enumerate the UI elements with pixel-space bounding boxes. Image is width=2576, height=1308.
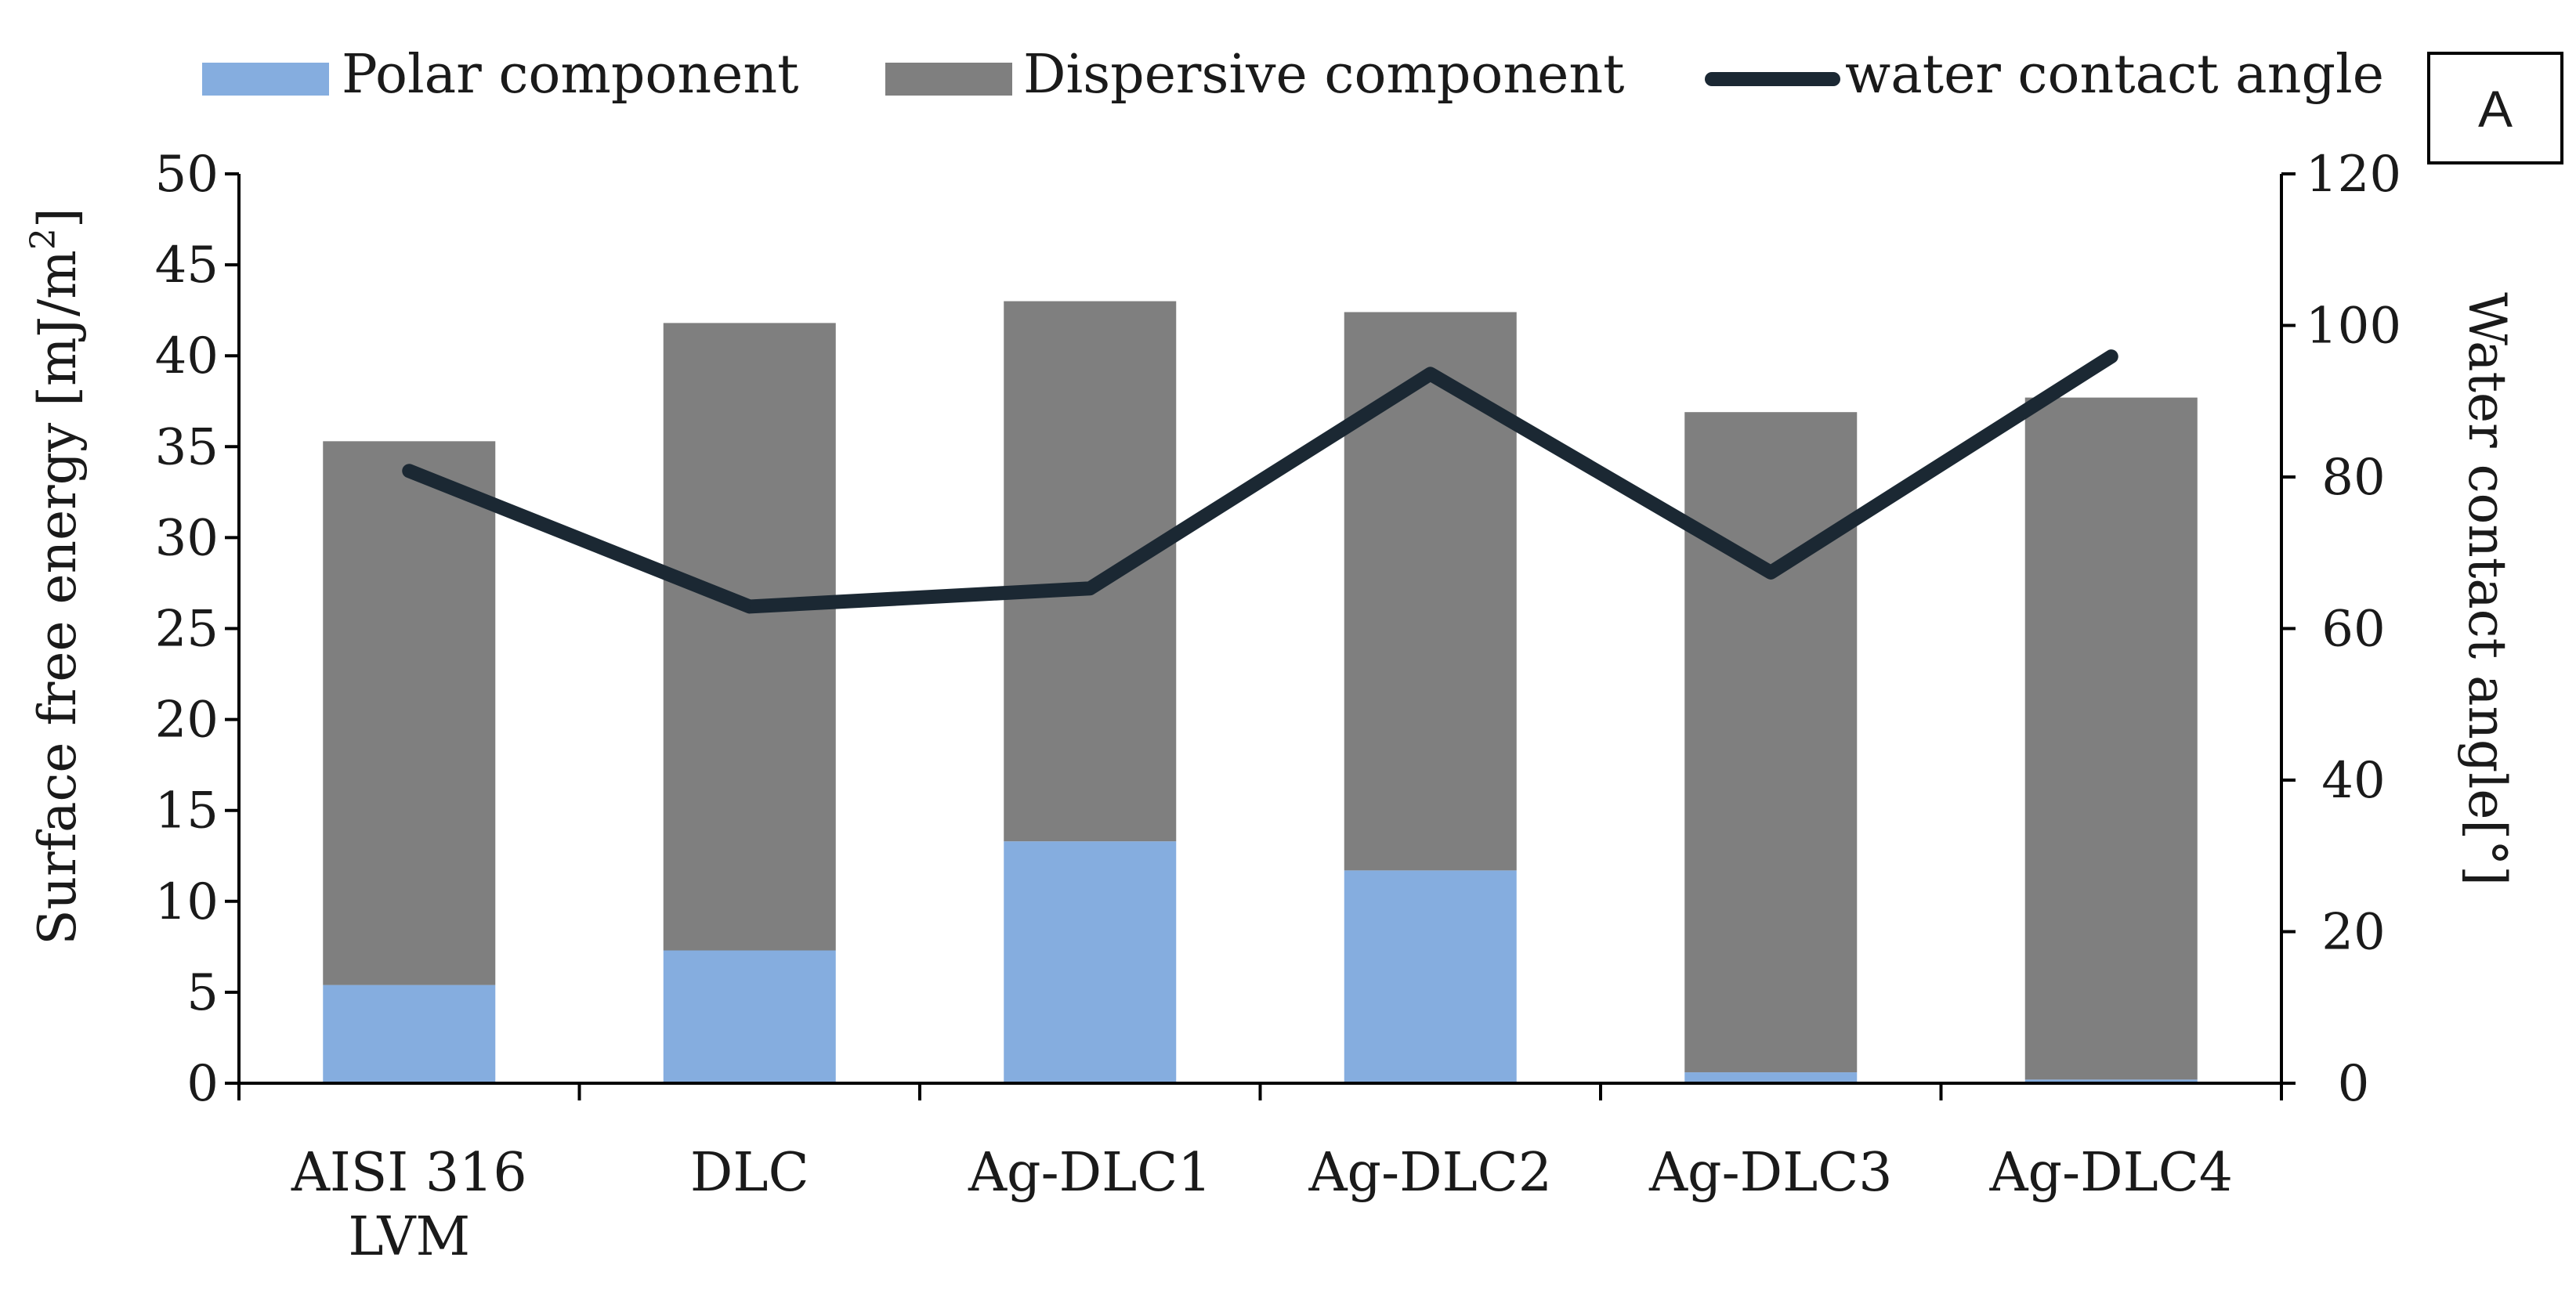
y-tick-label: 40 <box>155 327 219 385</box>
y-axis-title-main: Surface free energy [mJ/m <box>27 250 88 945</box>
y-tick-label: 20 <box>155 692 219 750</box>
x-category-label: Ag-DLC3 <box>1648 1142 1893 1204</box>
bar-polar-4 <box>1684 1072 1858 1083</box>
axes-layer <box>225 172 2296 1100</box>
legend-polar-swatch <box>202 63 329 96</box>
bar-polar-0 <box>323 985 496 1083</box>
y-axis-title-end: ] <box>27 208 88 228</box>
x-category-label: Ag-DLC2 <box>1308 1142 1552 1204</box>
y2-tick-label: 0 <box>2338 1055 2370 1113</box>
bar-polar-1 <box>663 950 836 1083</box>
y-tick-label: 50 <box>155 146 219 204</box>
y2-tick-label: 120 <box>2306 146 2401 204</box>
line-point-1 <box>748 605 751 608</box>
bar-dispersive-5 <box>2024 397 2198 1080</box>
panel-label-box: A <box>2427 52 2563 164</box>
legend: Polar component Dispersive component wat… <box>202 44 2384 106</box>
x-category-label: Ag-DLC4 <box>1988 1142 2233 1204</box>
y2-tick-label: 40 <box>2321 752 2385 810</box>
tick-labels-layer: 0 5 10 15 20 25 30 35 40 45 50 0 20 40 60 80 100 120 AISI … <box>155 146 2402 1268</box>
bar-polar-2 <box>1004 841 1177 1083</box>
x-category-label-line: Ag-DLC3 <box>1648 1142 1893 1204</box>
y2-tick-label: 60 <box>2321 601 2385 659</box>
bar-polar-5 <box>2024 1079 2198 1083</box>
x-category-label-line: DLC <box>690 1142 809 1204</box>
y-tick-label: 0 <box>186 1055 219 1113</box>
y-tick-label: 30 <box>155 509 219 567</box>
line-point-4 <box>1770 571 1772 573</box>
x-category-label-line: Ag-DLC1 <box>968 1142 1212 1204</box>
bar-dispersive-1 <box>663 323 836 951</box>
x-category-label: DLC <box>690 1142 809 1204</box>
y-tick-label: 10 <box>155 873 219 931</box>
legend-dispersive-swatch <box>885 63 1012 96</box>
x-category-label: AISI 316 LVM <box>291 1142 527 1268</box>
bar-polar-3 <box>1344 870 1517 1083</box>
legend-dispersive-label: Dispersive component <box>1023 44 1625 106</box>
legend-polar-label: Polar component <box>342 44 798 106</box>
x-category-label-line: Ag-DLC4 <box>1988 1142 2233 1204</box>
y-tick-label: 5 <box>186 964 219 1022</box>
y-axis-title: Surface free energy [mJ/m2] <box>24 208 88 945</box>
bar-dispersive-4 <box>1684 412 1858 1073</box>
y2-tick-label: 20 <box>2321 904 2385 962</box>
legend-line-label: water contact angle <box>1845 44 2384 106</box>
bar-dispersive-2 <box>1004 301 1177 842</box>
line-point-5 <box>2110 356 2112 358</box>
line-point-0 <box>408 470 411 472</box>
panel-label: A <box>2478 80 2513 138</box>
y-tick-label: 45 <box>155 237 219 294</box>
x-category-label-line: LVM <box>348 1206 470 1268</box>
y2-axis-title: Water contact angle[°] <box>2457 292 2517 886</box>
x-category-label-line: Ag-DLC2 <box>1308 1142 1552 1204</box>
x-category-label: Ag-DLC1 <box>968 1142 1212 1204</box>
line-point-3 <box>1429 373 1431 375</box>
bars-layer <box>323 301 2198 1083</box>
panel-label-frame <box>2427 52 2563 164</box>
y-tick-label: 35 <box>155 418 219 476</box>
y-tick-label: 25 <box>155 601 219 659</box>
bar-dispersive-3 <box>1344 312 1517 871</box>
y2-tick-label: 100 <box>2306 298 2401 356</box>
bar-dispersive-0 <box>323 441 496 985</box>
line-layer <box>402 349 2118 614</box>
line-water-contact-angle <box>402 349 2118 614</box>
y2-tick-label: 80 <box>2321 449 2385 507</box>
line-point-2 <box>1089 587 1091 590</box>
y-tick-label: 15 <box>155 782 219 840</box>
y-axis-title-sup: 2 <box>24 228 63 250</box>
x-category-label-line: AISI 316 <box>291 1142 527 1204</box>
